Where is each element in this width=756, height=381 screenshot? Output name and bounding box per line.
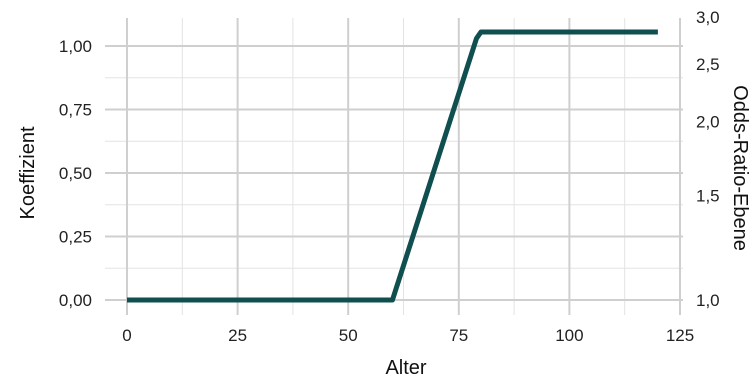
x-axis-title: Alter (385, 357, 426, 379)
y-axis-ticks: 0,00 0,25 0,50 0,75 1,00 (59, 37, 92, 310)
secondary-y-tick-label: 1,0 (696, 291, 720, 310)
series-line-0 (127, 29, 658, 303)
x-tick-label: 0 (122, 326, 131, 345)
y-tick-label: 0,75 (59, 101, 92, 120)
y-axis-title: Koeffizient (17, 126, 39, 219)
x-tick-label: 125 (666, 326, 694, 345)
y-tick-label: 0,00 (59, 291, 92, 310)
secondary-y-tick-label: 2,0 (696, 112, 720, 131)
x-tick-label: 25 (228, 326, 247, 345)
series-layer (127, 29, 658, 303)
x-tick-label: 75 (449, 326, 468, 345)
secondary-y-axis-ticks: 1,0 1,5 2,0 2,5 3,0 (696, 8, 720, 310)
secondary-y-tick-label: 2,5 (696, 55, 720, 74)
x-tick-label: 50 (339, 326, 358, 345)
secondary-y-tick-label: 3,0 (696, 8, 720, 27)
y-tick-label: 1,00 (59, 37, 92, 56)
grid (105, 18, 683, 315)
y-tick-label: 0,25 (59, 228, 92, 247)
secondary-y-tick-label: 1,5 (696, 187, 720, 206)
y-tick-label: 0,50 (59, 164, 92, 183)
x-tick-label: 100 (555, 326, 583, 345)
x-axis-ticks: 0 25 50 75 100 125 (122, 326, 694, 345)
secondary-y-axis-title: Odds-Ratio-Ebene (729, 85, 751, 251)
